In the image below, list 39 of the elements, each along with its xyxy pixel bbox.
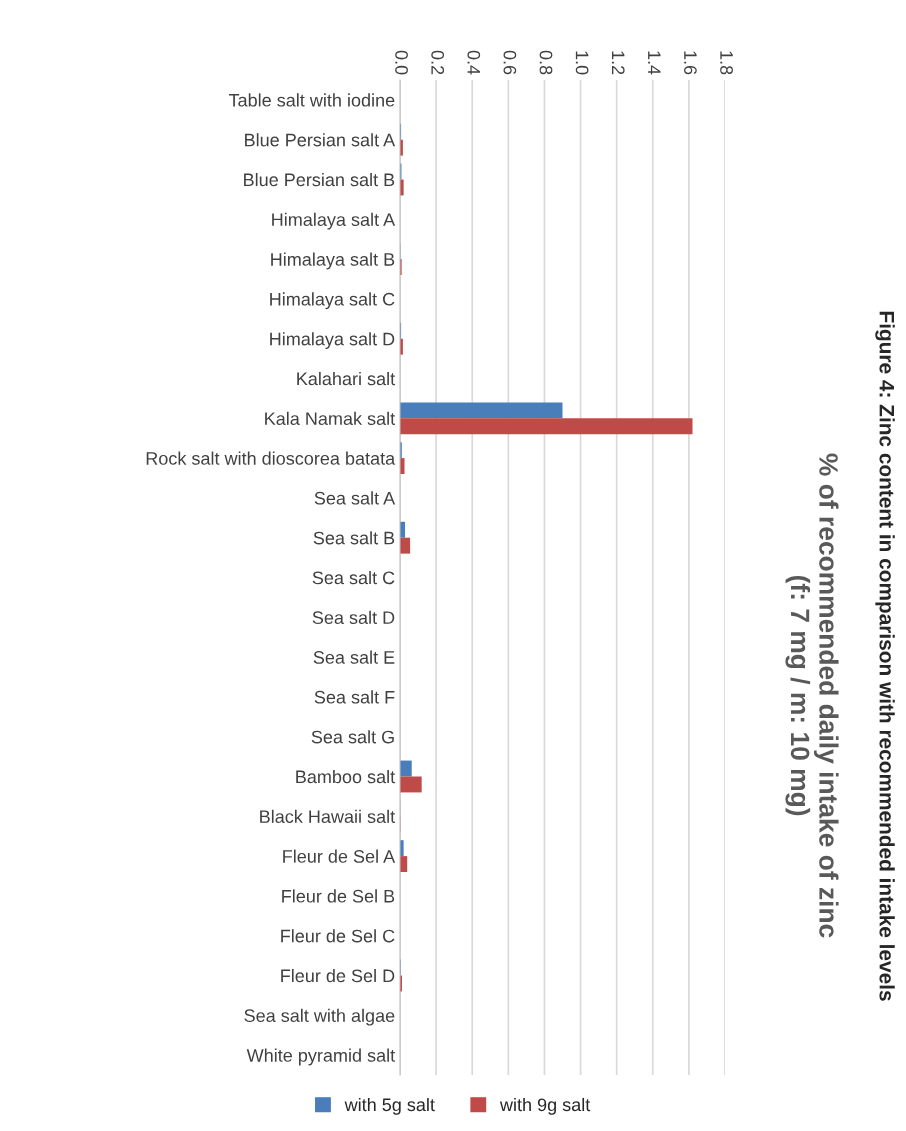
y-tick-label: Himalaya salt B [271, 252, 395, 270]
x-tick-label: 0.4 [467, 50, 481, 75]
y-tick-label: Fleur de Sel C [281, 929, 395, 943]
y-tick-label: Sea salt C [312, 570, 395, 585]
x-tick-label: 1.2 [612, 51, 625, 75]
y-tick-label: Sea salt with algae [244, 1008, 395, 1026]
x-tick-label: 0.0 [395, 50, 408, 75]
y-tick-label: Rock salt with dioscorea batata [146, 451, 396, 465]
x-tick-label: 0.2 [431, 50, 445, 75]
y-tick-label: Fleur de Sel A [283, 849, 396, 863]
text: % of recommended daily intake of zinc (f: 7 mg / m: 10 mg) [785, 453, 839, 938]
y-tick-label: Fleur de Sel D [281, 968, 395, 983]
legend-label: with 9g salt [499, 1097, 591, 1115]
y-tick-label: Blue Persian salt A [245, 133, 396, 147]
y-tick-label: Black Hawaii salt [260, 809, 396, 824]
y-tick-label: White pyramid salt [246, 1048, 396, 1066]
x-tick-label: 0.6 [503, 50, 517, 75]
y-tick-label: Sea salt D [312, 610, 395, 625]
x-tick-label: 1.4 [648, 51, 661, 75]
y-tick-label: Sea salt G [311, 730, 394, 744]
y-tick-label: Bamboo salt [296, 769, 396, 784]
y-tick-label: Himalaya salt C [270, 292, 395, 310]
x-tick-label: 1.6 [684, 51, 697, 75]
x-tick-label: 1.0 [575, 51, 589, 75]
y-tick-label: Fleur de Sel B [282, 889, 395, 903]
y-tick-label: Sea salt B [313, 531, 395, 545]
y-tick-label: Sea salt E [313, 650, 395, 664]
legend-label: with 5g salt [344, 1097, 435, 1115]
y-tick-label: Kala Namak salt [265, 411, 396, 426]
y-tick-label: Table salt with iodine [228, 93, 395, 107]
y-tick-label: Blue Persian salt B [244, 172, 395, 187]
y-tick-label: Kalahari salt [297, 371, 396, 386]
text: Figure 4: Zinc content in comparison with recommended intake levels [875, 311, 895, 1001]
x-tick-label: 1.8 [720, 51, 733, 75]
y-tick-label: Sea salt A [314, 491, 396, 505]
y-tick-label: Himalaya salt A [272, 212, 396, 230]
x-tick-label: 0.8 [539, 50, 553, 75]
y-tick-label: Sea salt F [314, 690, 395, 704]
y-tick-label: Himalaya salt D [270, 332, 395, 349]
